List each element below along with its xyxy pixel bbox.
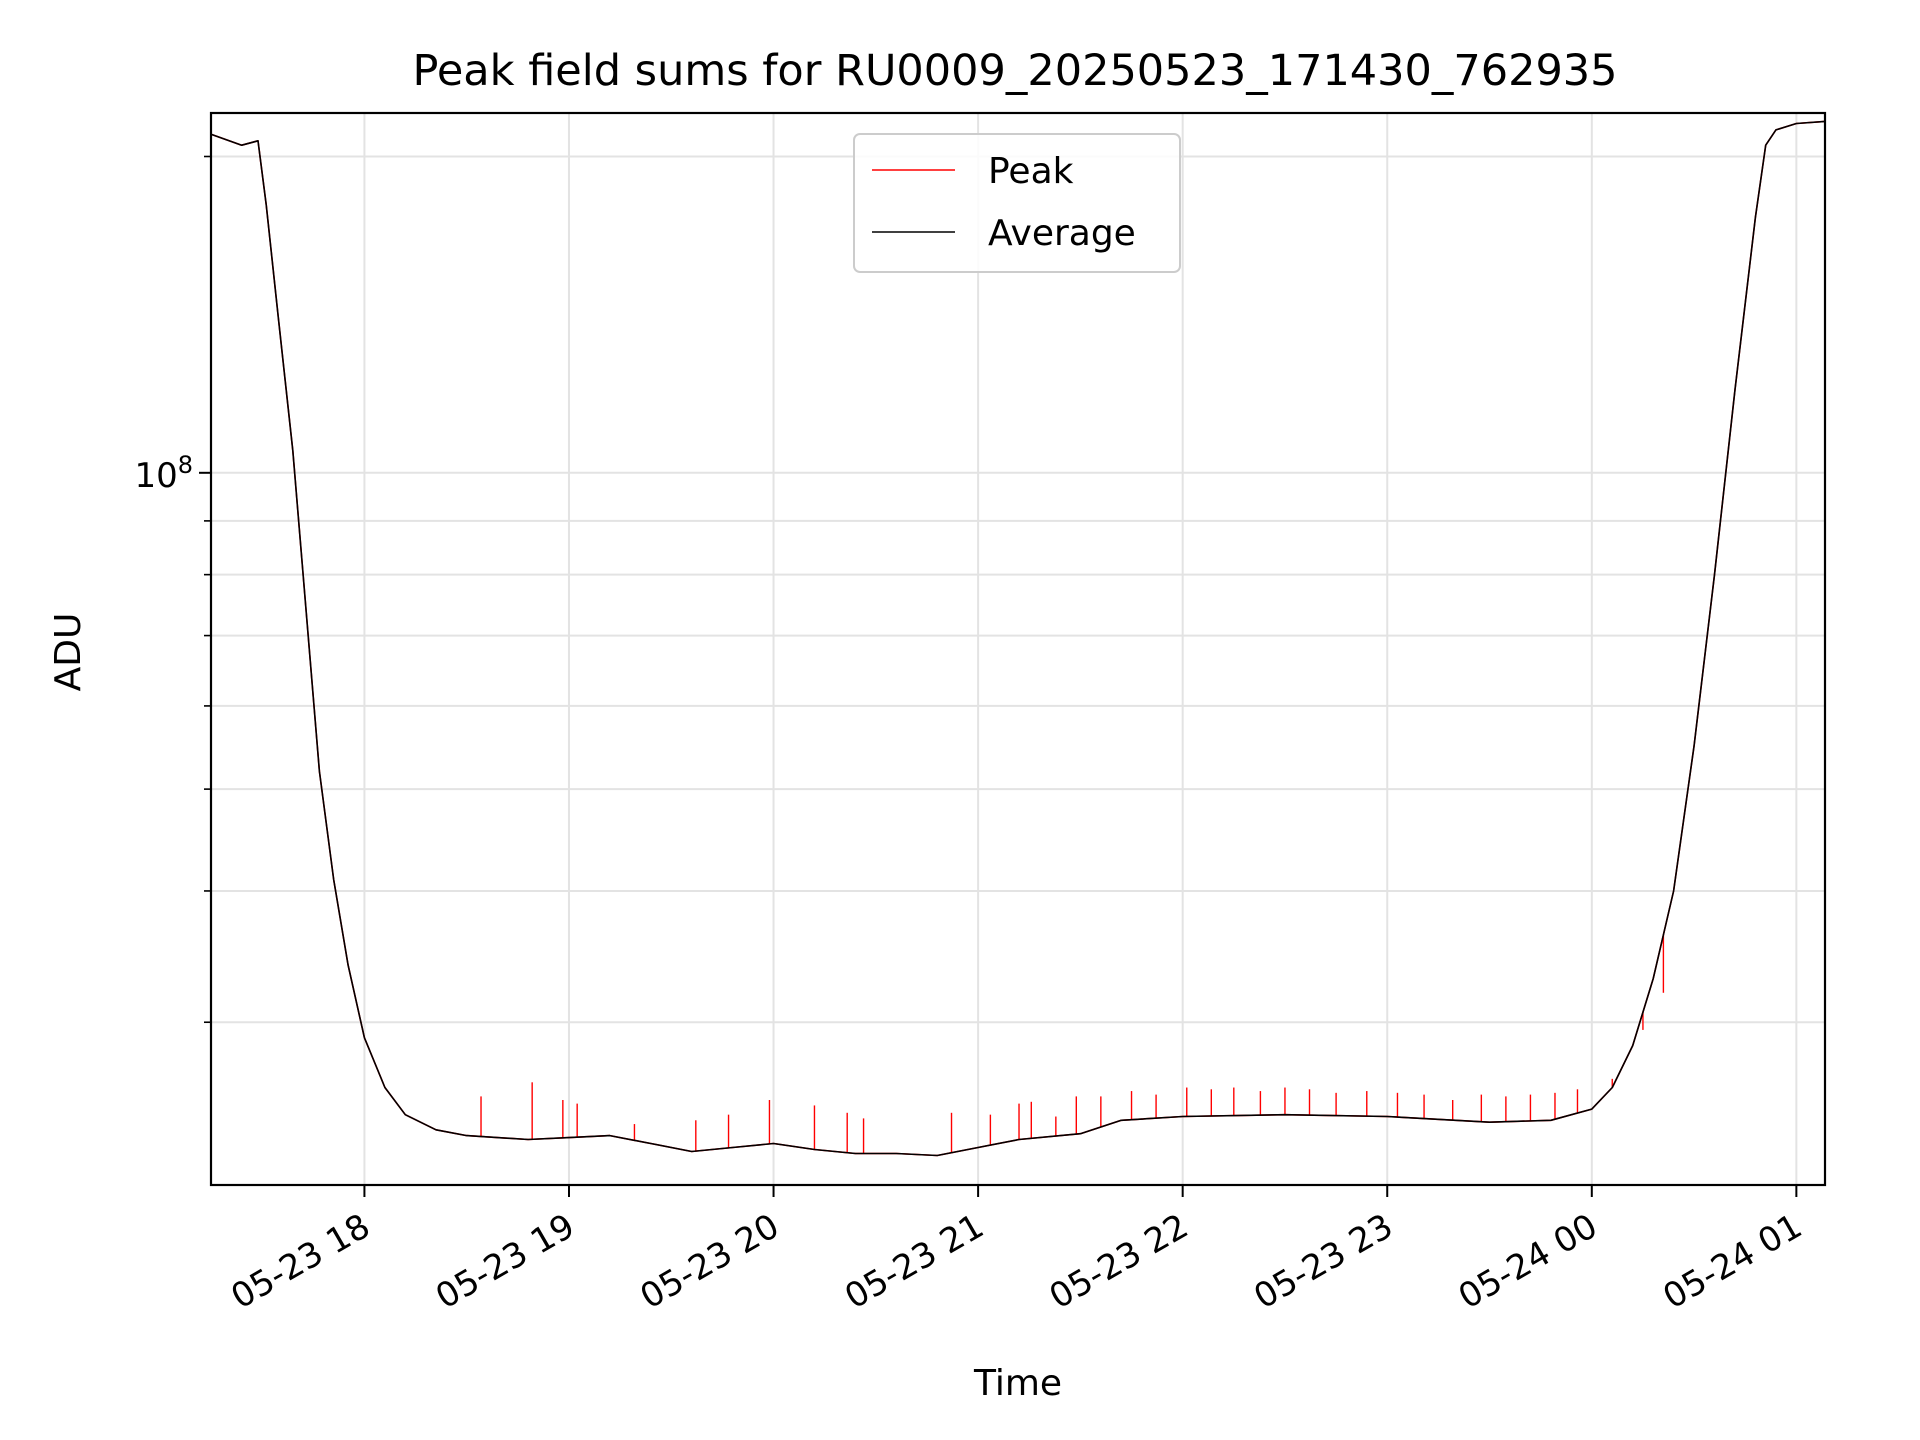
legend-peak-label: Peak [988, 151, 1074, 192]
legend-average-label: Average [988, 213, 1136, 254]
x-axis-label: Time [973, 1363, 1062, 1404]
series-line-average [210, 120, 1826, 1157]
legend[interactable]: Peak Average [853, 133, 1181, 273]
y-tick-label: 108 [134, 451, 193, 496]
plot-frame [209, 111, 1827, 1187]
plot-lines [210, 120, 1826, 1157]
chart-title: Peak field sums for RU0009_20250523_1714… [412, 46, 1617, 96]
legend-box [853, 133, 1181, 273]
grid [211, 113, 1825, 1185]
y-axis-label: ADU [48, 613, 89, 692]
